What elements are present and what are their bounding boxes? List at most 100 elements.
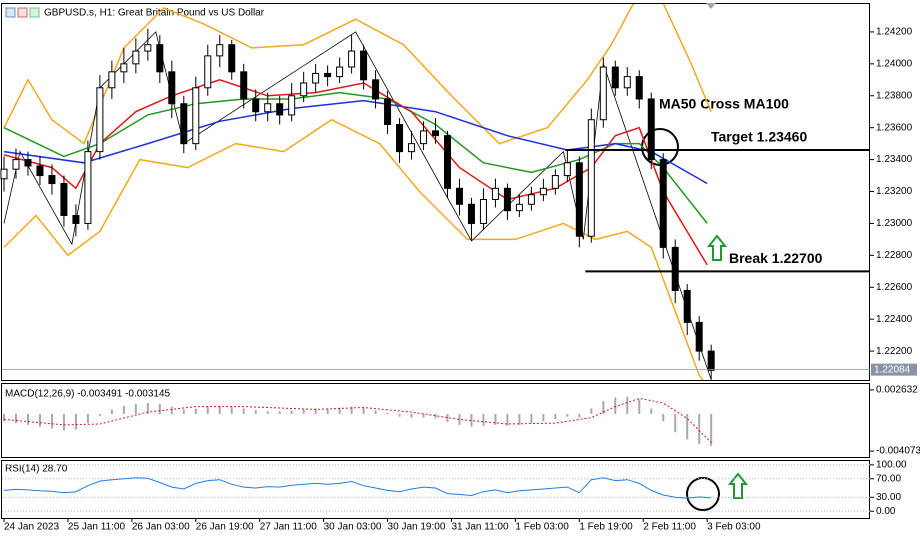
macd-bar [242,408,245,414]
x-tick-label: 30 Jan 03:00 [324,522,382,533]
y-tick-label: -0.004073 [876,446,920,457]
candle-body [695,321,703,352]
y-tick-label: 1.22200 [876,346,913,357]
candle-body [491,187,499,201]
candle-body [467,203,475,224]
x-tick-label: 25 Jan 11:00 [68,522,126,533]
candle-body [252,98,260,113]
y-tick-label: 1.23000 [876,218,913,229]
macd-bar [674,413,677,433]
candle-body [683,289,691,323]
candle-body [396,123,404,153]
candle-body [408,143,416,153]
candle-body [192,87,200,145]
up-arrow [727,472,749,499]
y-tick-label: 0.00 [876,506,896,517]
candle-body [659,159,667,248]
rsi-panel-border [1,460,870,519]
macd-bar [350,406,353,414]
macd-bar [38,413,41,427]
candle-body [120,63,128,73]
up-arrow [706,234,728,261]
macd-bar [278,411,281,414]
macd-bar [470,413,473,427]
rsi-title: RSI(14) 28.70 [5,464,68,475]
candle-body [635,76,643,100]
candle-body [707,350,715,371]
y-tick-label: 1.23800 [876,90,913,101]
overlay-line [3,99,708,185]
macd-bar [302,409,305,414]
candle-body [108,71,116,89]
candle-body [563,162,571,177]
macd-bar [254,410,257,414]
x-tick-label: 24 Jan 2023 [4,522,59,533]
macd-bar [62,413,65,431]
macd-bar [182,409,185,414]
candle-body [384,98,392,125]
y-tick-label: 100.00 [876,459,907,470]
candle-body [611,66,619,89]
candle-body [420,130,428,145]
y-tick-label: 1.22600 [876,282,913,293]
candle-body [360,50,368,81]
candle-body [455,187,463,205]
candle-body [479,199,487,224]
macd-bar [50,413,53,429]
candle-body [48,175,56,185]
macd-bar [518,413,521,425]
macd-bar [590,408,593,414]
candle-body [216,44,224,57]
macd-bar [122,405,125,414]
candle-body [324,72,332,78]
macd-bar [686,413,689,440]
macd-title: MACD(12,26,9) -0.003491 -0.003145 [5,389,171,400]
candle-body [647,98,655,161]
macd-bar [434,413,437,419]
candle-body [551,175,559,189]
macd-bar [638,399,641,414]
macd-bar [362,407,365,414]
candle-body [599,66,607,121]
y-tick-label: 1.23200 [876,186,913,197]
candle-body [515,203,523,212]
candle-body [204,55,212,89]
candle-body [156,44,164,73]
macd-bar [290,410,293,414]
candle-body [72,214,80,224]
candle-body [0,168,8,180]
macd-bar [650,408,653,414]
macd-bar [74,413,77,430]
last-price-box [871,363,917,376]
macd-bar [170,406,173,414]
x-tick-label: 1 Feb 03:00 [515,522,569,533]
macd-panel-border [1,383,870,458]
candle-body [180,103,188,145]
candle-body [84,151,92,224]
macd-bar [14,413,17,424]
rsi-circle [686,477,720,511]
macd-bar [554,413,557,420]
macd-bar [338,407,341,414]
macd-bar [86,413,89,424]
candle-body [575,162,583,237]
macd-bar [314,408,317,414]
macd-bar [2,413,5,422]
level-label: Target 1.23460 [711,129,807,145]
macd-bar [566,413,569,417]
macd-bar [662,413,665,422]
last-price-label: 1.22084 [874,364,911,375]
candle-body [623,76,631,89]
candle-body [312,72,320,84]
scroll-marker [706,3,716,9]
x-tick-label: 31 Jan 11:00 [451,522,509,533]
y-tick-label: 1.23600 [876,122,913,133]
macd-bar [602,401,605,414]
macd-bar [386,413,389,414]
rsi-line [3,477,712,499]
macd-bar [458,413,461,425]
macd-bar [374,410,377,414]
candle-body [36,165,44,177]
macd-bar [98,413,101,416]
